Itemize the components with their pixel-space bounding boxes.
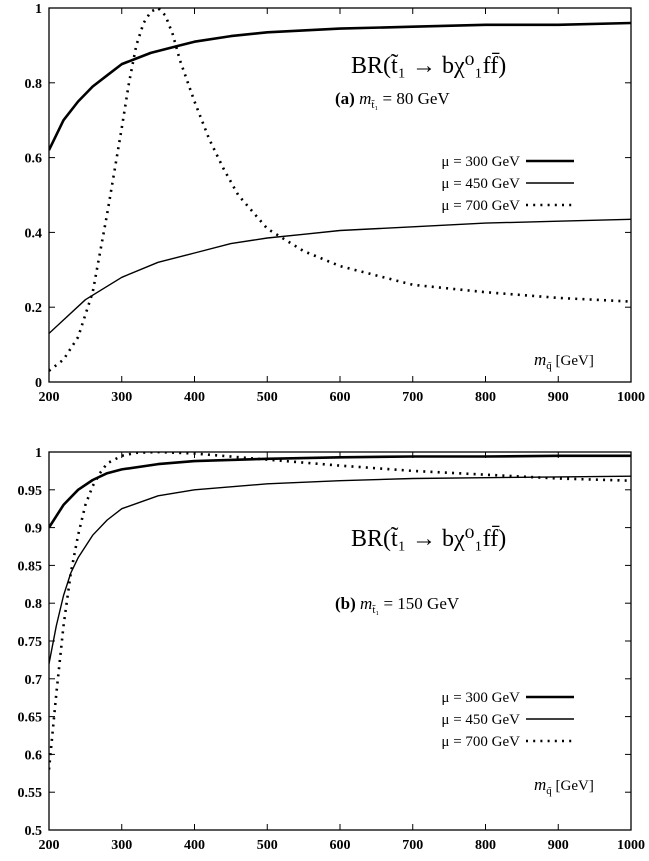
y-tick-label: 0.65 <box>18 711 43 726</box>
legend-label: μ = 450 GeV <box>441 712 520 728</box>
y-tick-label: 0.8 <box>25 597 43 612</box>
x-tick-label: 800 <box>475 390 496 405</box>
x-axis-label: mq̃ [GeV] <box>534 350 594 372</box>
x-tick-label: 900 <box>548 390 569 405</box>
series-line-dotted <box>49 8 631 372</box>
chart-panel-a: 200 300 400 500 600 700 800 900 1000 0 0.2 0.4 0.6 0.… <box>25 2 646 405</box>
y-tick-label: 0.7 <box>25 673 43 688</box>
y-tick-label: 0.8 <box>25 77 43 92</box>
plot-frame <box>48 7 632 383</box>
y-tick-label: 0 <box>35 376 42 391</box>
y-tick-label: 0.5 <box>25 824 43 839</box>
x-tick-label: 400 <box>184 838 205 853</box>
y-tick-label: 0.55 <box>18 786 43 801</box>
legend-label: μ = 300 GeV <box>441 154 520 170</box>
series-line-thin <box>49 218 631 334</box>
x-tick-label: 200 <box>39 390 60 405</box>
x-tick-label: 500 <box>257 390 278 405</box>
legend-label: μ = 450 GeV <box>441 176 520 192</box>
x-tick-label: 600 <box>330 838 351 853</box>
panel-mass-label: (b) mt̃₁ = 150 GeV <box>335 594 460 616</box>
x-tick-label: 700 <box>402 838 423 853</box>
y-tick-label: 1 <box>35 2 42 17</box>
panel-mass-label: (a) mt̃₁ = 80 GeV <box>335 89 450 111</box>
y-tick-label: 0.75 <box>18 635 43 650</box>
x-tick-label: 800 <box>475 838 496 853</box>
y-tick-label: 0.9 <box>25 522 43 537</box>
y-tick-label: 0.95 <box>18 484 43 499</box>
x-tick-label: 400 <box>184 390 205 405</box>
y-tick-label: 0.6 <box>25 748 43 763</box>
x-tick-label: 700 <box>402 390 423 405</box>
y-tick-label: 0.6 <box>25 152 43 167</box>
series-line-thick <box>49 454 631 529</box>
series-line-thick <box>49 21 631 151</box>
x-tick-label: 200 <box>39 838 60 853</box>
x-tick-label: 600 <box>330 390 351 405</box>
chart-title: BR(t̃₁ → bχ⁰₁ff̄) <box>351 525 506 552</box>
x-tick-label: 300 <box>111 390 132 405</box>
x-tick-label: 1000 <box>617 390 645 405</box>
y-tick-label: 0.4 <box>25 226 43 241</box>
x-tick-label: 1000 <box>617 838 645 853</box>
y-tick-label: 1 <box>35 446 42 461</box>
x-axis-label: mq̃ [GeV] <box>534 775 594 797</box>
chart-panel-b: 200 300 400 500 600 700 800 900 1000 0.5 0.55 0.6 0.… <box>18 446 646 853</box>
legend-label: μ = 700 GeV <box>441 734 520 750</box>
plot-frame <box>48 451 632 831</box>
x-tick-label: 300 <box>111 838 132 853</box>
legend-label: μ = 700 GeV <box>441 198 520 214</box>
series-line-thin <box>49 475 631 664</box>
legend-label: μ = 300 GeV <box>441 690 520 706</box>
x-tick-label: 500 <box>257 838 278 853</box>
y-tick-label: 0.2 <box>25 301 43 316</box>
x-tick-label: 900 <box>548 838 569 853</box>
chart-title: BR(t̃₁ → bχ⁰₁ff̄) <box>351 52 506 79</box>
y-tick-label: 0.85 <box>18 559 43 574</box>
